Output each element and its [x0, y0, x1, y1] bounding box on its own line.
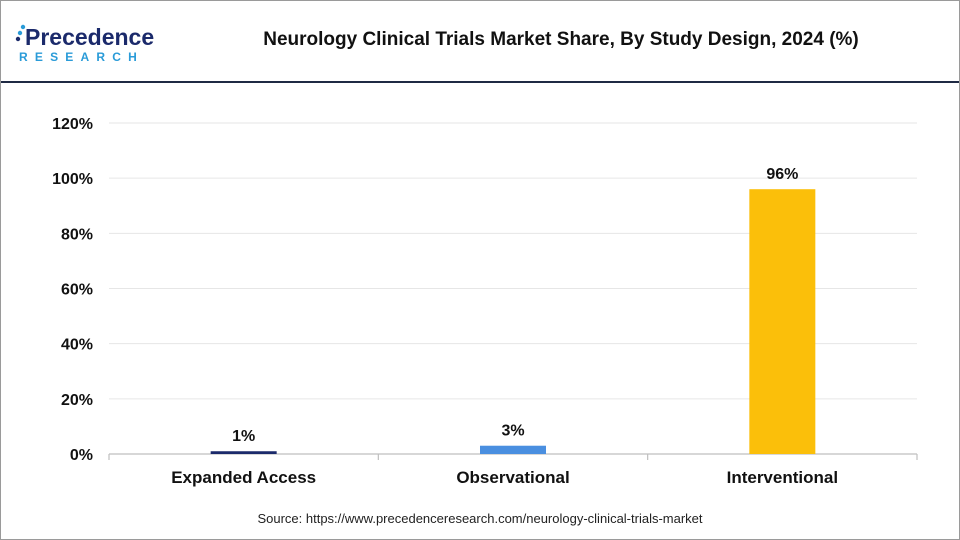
bar [210, 451, 277, 454]
logo-dot-icon [20, 24, 26, 30]
bar [749, 189, 816, 454]
brand-name-top: Precedence [25, 24, 154, 50]
y-tick-label: 40% [61, 337, 93, 354]
data-label: 3% [501, 423, 524, 440]
bar [480, 445, 546, 454]
y-tick-label: 60% [61, 282, 93, 299]
chart-title: Neurology Clinical Trials Market Share, … [263, 29, 859, 50]
brand-name-bottom: RESEARCH [19, 50, 144, 64]
chart-header: Precedence RESEARCH Neurology Clinical T… [1, 1, 959, 83]
x-tick-label: Observational [456, 468, 569, 487]
y-tick-label: 20% [61, 392, 93, 409]
data-label: 1% [232, 428, 255, 445]
x-tick-label: Interventional [727, 468, 838, 487]
y-tick-label: 80% [61, 226, 93, 243]
data-label: 96% [766, 166, 798, 183]
logo-dot-icon [17, 30, 23, 36]
x-tick-label: Expanded Access [171, 468, 316, 487]
brand-logo: Precedence RESEARCH [15, 24, 154, 64]
y-tick-label: 0% [70, 447, 93, 464]
y-tick-label: 100% [52, 171, 93, 188]
logo-dot-icon [15, 36, 21, 42]
source-note: Source: https://www.precedenceresearch.c… [257, 511, 703, 526]
y-tick-label: 120% [52, 116, 93, 133]
